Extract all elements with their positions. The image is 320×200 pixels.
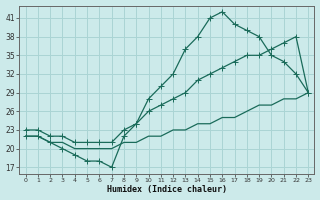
X-axis label: Humidex (Indice chaleur): Humidex (Indice chaleur) (107, 185, 227, 194)
